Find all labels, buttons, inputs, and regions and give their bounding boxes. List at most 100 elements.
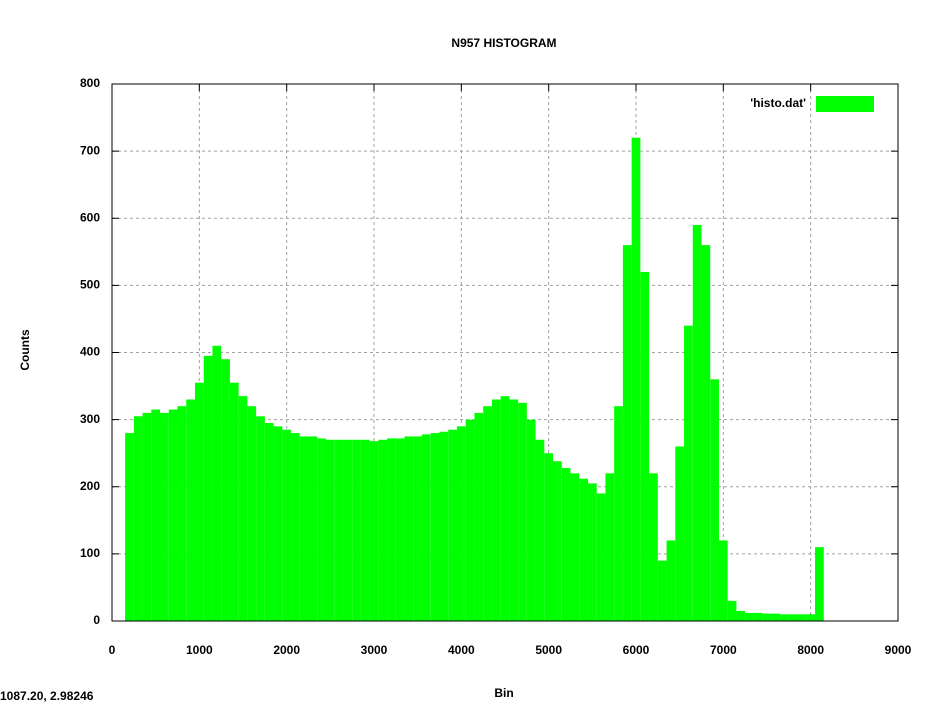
bar	[780, 614, 789, 621]
bar	[247, 406, 257, 621]
bar	[212, 345, 222, 621]
y-tick-label: 100	[80, 546, 100, 560]
bar	[125, 433, 134, 621]
bar	[657, 560, 667, 621]
x-tick-label: 7000	[710, 643, 737, 657]
bar	[771, 613, 781, 621]
bar	[282, 429, 292, 621]
bar	[701, 245, 711, 621]
bar	[299, 436, 309, 621]
bar	[395, 438, 405, 621]
bar	[745, 612, 754, 621]
y-axis-label: Counts	[18, 329, 32, 371]
plot-frame	[111, 83, 899, 622]
bar	[561, 467, 571, 621]
bar	[203, 355, 213, 621]
bar	[430, 433, 440, 621]
bar	[325, 439, 335, 621]
y-tick-label: 800	[80, 76, 100, 90]
y-tick-label: 0	[93, 613, 100, 627]
bar	[579, 478, 588, 621]
bar	[439, 431, 449, 621]
bar	[710, 379, 719, 621]
bar	[194, 382, 204, 621]
bar	[133, 416, 143, 621]
bar	[692, 224, 702, 621]
bar	[168, 409, 178, 621]
bar	[474, 412, 484, 621]
bar	[456, 426, 466, 621]
bar	[622, 245, 632, 621]
bar	[762, 613, 772, 621]
bar	[587, 483, 597, 621]
bar	[465, 419, 475, 621]
x-axis-label: Bin	[494, 686, 513, 700]
bar	[666, 540, 676, 621]
bar	[526, 419, 536, 621]
bar	[387, 438, 396, 621]
y-tick-label: 200	[80, 479, 100, 493]
bar	[640, 271, 650, 621]
bar	[160, 412, 169, 621]
bar	[727, 600, 737, 621]
x-tick-label: 0	[109, 643, 116, 657]
chart-title: N957 HISTOGRAM	[451, 36, 556, 50]
bar	[797, 614, 807, 621]
bar	[422, 434, 431, 621]
bar	[238, 396, 248, 621]
x-tick-label: 5000	[535, 643, 562, 657]
bar	[718, 540, 728, 621]
status-coordinates: 1087.20, 2.98246	[0, 689, 94, 703]
bar	[491, 399, 501, 621]
x-tick-label: 9000	[885, 643, 912, 657]
y-tick-label: 700	[80, 143, 100, 157]
bar	[500, 396, 510, 621]
bar	[360, 439, 370, 621]
y-tick-label: 400	[80, 345, 100, 359]
bar	[448, 429, 457, 621]
bar	[177, 406, 187, 621]
bar	[404, 436, 414, 621]
bar	[535, 439, 545, 621]
bar	[334, 439, 344, 621]
x-tick-label: 1000	[186, 643, 213, 657]
bar	[273, 426, 283, 621]
bar	[788, 614, 798, 621]
bar	[317, 438, 326, 621]
y-tick-label: 300	[80, 412, 100, 426]
bar	[509, 399, 519, 621]
bar	[553, 461, 562, 621]
bar	[229, 382, 239, 621]
y-tick-label: 500	[80, 278, 100, 292]
bar	[596, 493, 606, 621]
bar	[684, 325, 693, 621]
x-tick-label: 6000	[623, 643, 650, 657]
bar	[753, 612, 763, 621]
bar	[570, 473, 580, 621]
bar	[736, 610, 746, 621]
bar	[369, 441, 379, 621]
bar	[352, 439, 361, 621]
x-tick-label: 8000	[797, 643, 824, 657]
bar	[649, 473, 658, 621]
bar	[806, 614, 816, 621]
bar	[291, 433, 300, 621]
bar	[186, 399, 195, 621]
bar	[413, 436, 423, 621]
bar	[142, 412, 152, 621]
bar	[256, 416, 265, 621]
bar	[343, 439, 353, 621]
bar	[483, 406, 492, 621]
bar	[378, 439, 388, 621]
legend-label: 'histo.dat'	[750, 96, 806, 110]
x-tick-label: 3000	[361, 643, 388, 657]
bar	[151, 409, 161, 621]
bar	[544, 453, 554, 621]
bar	[264, 422, 274, 621]
bar	[614, 406, 623, 621]
bar	[221, 359, 230, 621]
bar	[815, 547, 824, 621]
legend-swatch	[816, 96, 874, 112]
bar	[605, 473, 615, 621]
